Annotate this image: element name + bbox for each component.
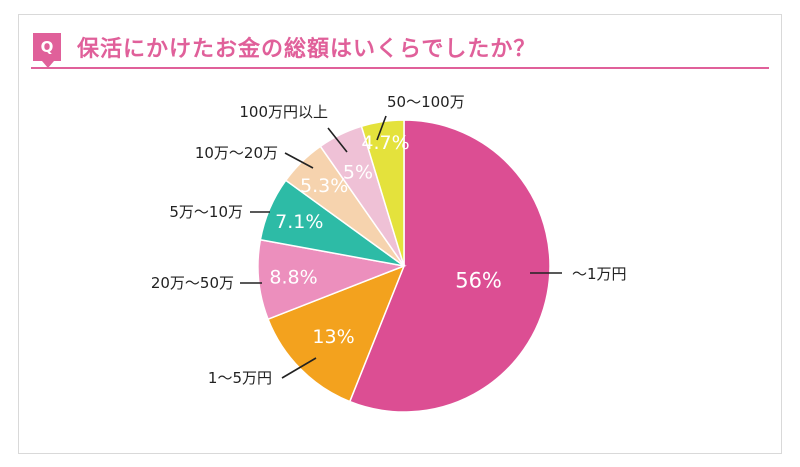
slice-percent-label: 56% bbox=[455, 268, 502, 292]
slice-percent-label: 5.3% bbox=[300, 175, 348, 197]
percent-labels: 56% 13% 8.8% 7.1% 5.3%5% 4.7% bbox=[269, 132, 501, 348]
slice-category-label: 20万～50万 bbox=[151, 274, 234, 292]
slice-percent-label: 8.8% bbox=[269, 267, 317, 289]
callout-line bbox=[284, 152, 314, 169]
slice-percent-label: 7.1% bbox=[275, 211, 323, 233]
callout-line bbox=[281, 357, 317, 379]
slice-category-label: 50～100万 bbox=[387, 93, 465, 111]
category-callouts: ～1万円 1～5万円 20万～50万 5万～10万 10万～20万 100万円以上 50～1… bbox=[151, 93, 627, 387]
question-header: Q 保活にかけたお金の総額はいくらでしたか？ bbox=[31, 29, 769, 69]
callout-line bbox=[376, 115, 387, 141]
slice-category-label: 100万円以上 bbox=[239, 103, 328, 121]
question-badge: Q bbox=[33, 33, 61, 68]
question-title: 保活にかけたお金の総額はいくらでしたか？ bbox=[77, 37, 537, 62]
slice-percent-label: 13% bbox=[312, 326, 354, 348]
pie-slices bbox=[257, 119, 551, 413]
slice-percent-label: 5% bbox=[343, 161, 373, 183]
slice-category-label: 10万～20万 bbox=[195, 144, 278, 162]
slice-percent-label: 4.7% bbox=[361, 132, 409, 154]
slice-category-label: 5万～10万 bbox=[169, 203, 243, 221]
slice-category-label: ～1万円 bbox=[572, 265, 627, 283]
pie-slice bbox=[348, 119, 551, 413]
slice-category-label: 1～5万円 bbox=[208, 369, 272, 387]
pie-slice bbox=[267, 264, 406, 403]
callout-line bbox=[327, 127, 348, 153]
pie-slice bbox=[360, 119, 405, 267]
